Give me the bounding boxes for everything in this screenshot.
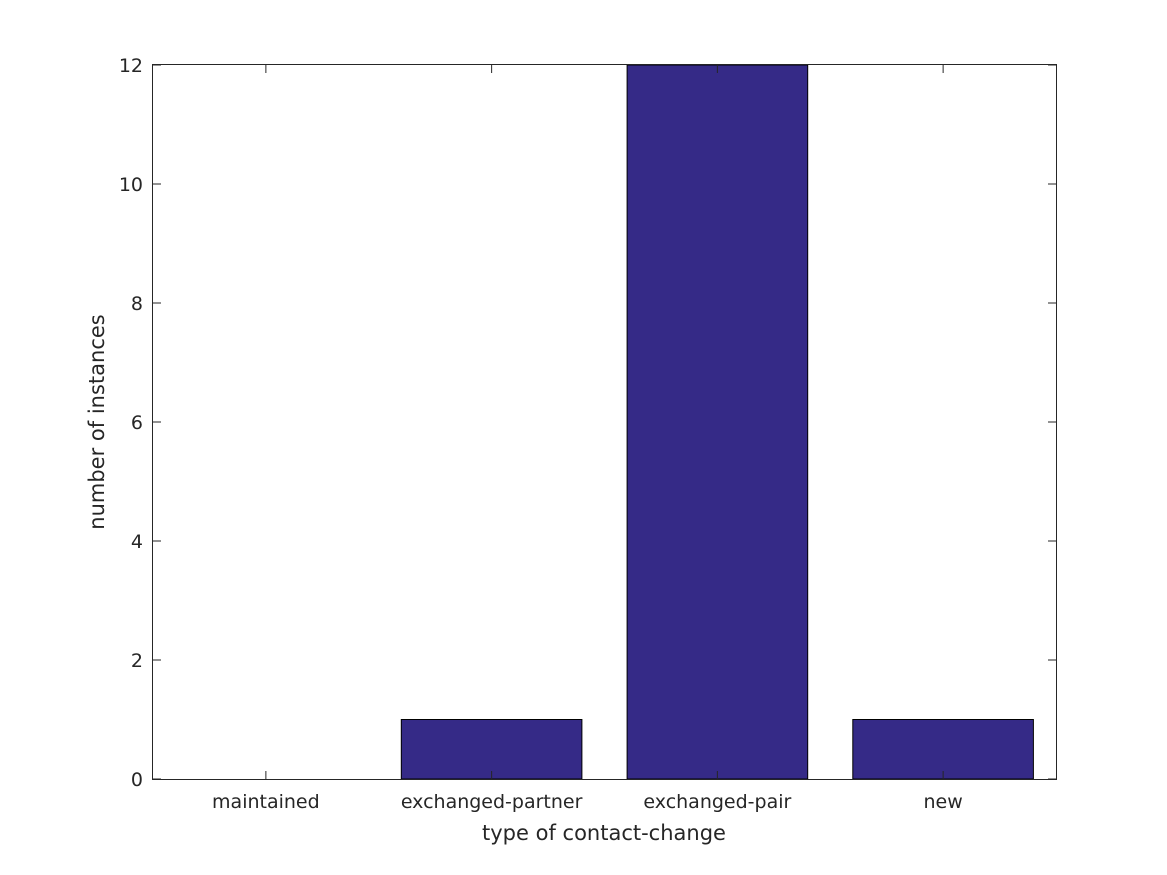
- plot-area-frame: [152, 64, 1057, 780]
- bar-new: [852, 719, 1034, 780]
- x-tick-label: exchanged-pair: [643, 791, 791, 813]
- y-tick-label: 12: [119, 55, 143, 77]
- y-tick-label: 2: [131, 650, 143, 672]
- x-axis-label: type of contact-change: [482, 821, 726, 845]
- bar-exchanged-partner: [400, 719, 583, 780]
- y-tick-label: 6: [131, 412, 143, 434]
- x-tick-label: maintained: [212, 791, 320, 813]
- y-axis-label: number of instances: [85, 314, 109, 529]
- y-tick-label: 10: [119, 174, 143, 196]
- bar-exchanged-pair: [626, 64, 809, 780]
- ticks-layer: maintained exchanged-partner exchanged-pai…: [119, 55, 1056, 813]
- x-tick-label: new: [923, 791, 962, 813]
- x-tick-label: exchanged-partner: [401, 791, 583, 813]
- y-tick-label: 8: [131, 293, 143, 315]
- y-tick-label: 0: [131, 769, 143, 791]
- bars-layer: [400, 64, 1034, 780]
- y-tick-label: 4: [131, 531, 143, 553]
